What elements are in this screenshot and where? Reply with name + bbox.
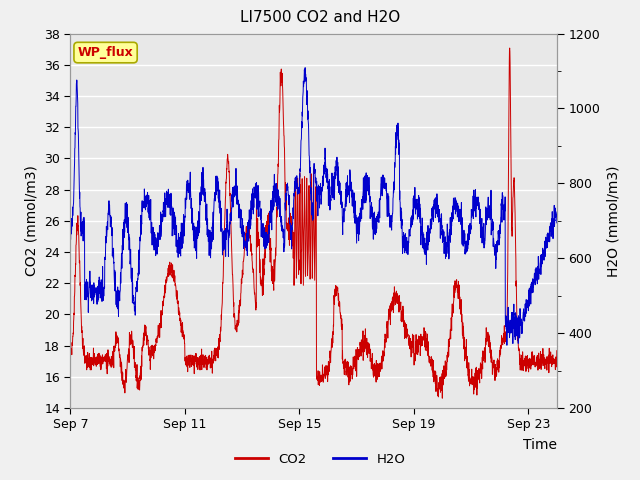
Text: WP_flux: WP_flux: [77, 46, 134, 59]
Y-axis label: CO2 (mmol/m3): CO2 (mmol/m3): [24, 166, 38, 276]
Y-axis label: H2O (mmol/m3): H2O (mmol/m3): [606, 165, 620, 276]
Legend: CO2, H2O: CO2, H2O: [229, 447, 411, 471]
Text: LI7500 CO2 and H2O: LI7500 CO2 and H2O: [240, 10, 400, 24]
Text: Time: Time: [523, 438, 557, 452]
